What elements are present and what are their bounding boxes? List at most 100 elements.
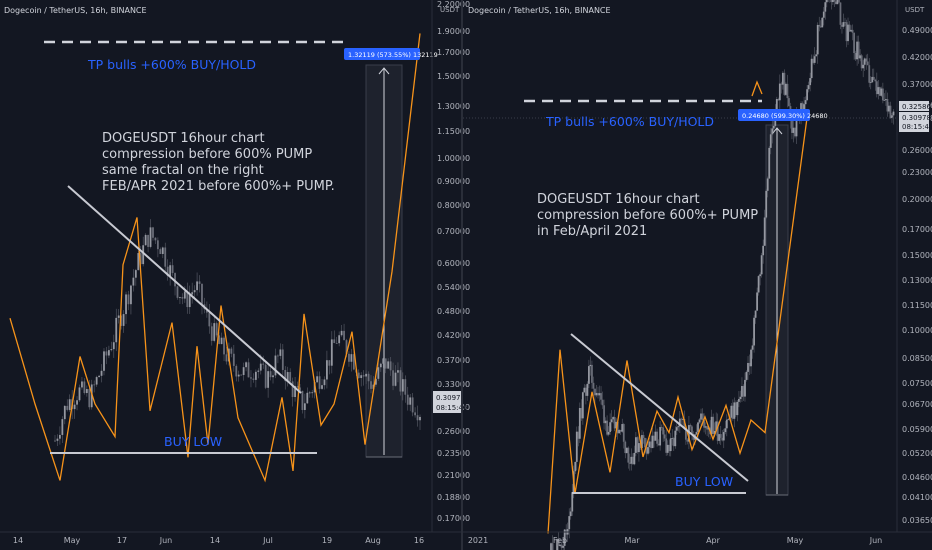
candle-body (56, 438, 59, 441)
candle-body (392, 370, 394, 386)
candle-body (786, 83, 789, 99)
price-tick-label: 0.37000 (437, 356, 470, 365)
candle-body (730, 405, 733, 418)
candle-body (186, 291, 189, 308)
candle-body (836, 0, 839, 5)
left-header: Dogecoin / TetherUS, 16h, BINANCE (4, 6, 147, 15)
candle-body (615, 421, 618, 429)
candle-body (750, 349, 752, 367)
candle-body (865, 58, 868, 62)
candle-body (719, 434, 722, 438)
candle-body (583, 387, 586, 393)
candle-body (883, 99, 886, 101)
candle-body (301, 390, 304, 410)
candle-body (727, 419, 730, 421)
candle-body (375, 378, 377, 385)
candle-body (860, 55, 863, 69)
candle-body (604, 420, 607, 424)
time-tick-label: 17 (117, 536, 127, 545)
candle-body (734, 402, 737, 416)
candle-body (93, 384, 96, 386)
right-trendline (570, 333, 749, 482)
candle-body (63, 405, 66, 420)
candle-body (795, 113, 798, 137)
candle-body (754, 310, 757, 318)
candle-body (835, 1, 837, 5)
price-tick-label: 0.05900 (902, 425, 932, 434)
candle-body (262, 363, 265, 365)
left-fractal-line (9, 33, 421, 483)
candle-body (245, 362, 247, 368)
candle-body (152, 227, 154, 238)
left-price-axis: 2.20000 1.90000 1.70000 1.50000 1.30000 1.150… (437, 0, 470, 523)
price-tick-label: 0.60000 (437, 259, 470, 268)
time-tick-label: 16 (414, 536, 424, 545)
candle-body (744, 379, 746, 397)
candle-body (609, 422, 612, 432)
candle-body (103, 351, 105, 371)
price-tick-label: 0.06700 (902, 400, 932, 409)
candle-body (362, 375, 365, 377)
candle-body (419, 416, 421, 421)
candle-body (712, 416, 715, 434)
candle-body (330, 339, 333, 366)
candle-body (781, 72, 784, 85)
candle-body (85, 389, 88, 394)
price-tick-label: 0.13000 (902, 276, 932, 285)
candle-body (731, 405, 734, 419)
candle-body (733, 402, 736, 419)
candle-body (311, 392, 314, 394)
candle-body (142, 245, 145, 265)
right-time-axis: 2021 Feb Mar Apr May Jun (468, 536, 882, 545)
candle-body (326, 360, 328, 380)
price-tick-label: 0.42000 (902, 53, 932, 62)
candle-body (551, 543, 554, 550)
candle-body (215, 323, 218, 336)
candle-body (695, 431, 698, 435)
candle-body (845, 22, 848, 42)
price-tick-label: 0.21000 (437, 471, 470, 480)
candle-body (586, 383, 589, 396)
time-tick-label: Mar (624, 536, 640, 545)
candle-body (338, 335, 341, 344)
candle-body (281, 349, 284, 370)
right-price-tag-value: 0.30978 (902, 114, 931, 122)
candle-body (631, 456, 634, 465)
candle-body (569, 511, 572, 517)
right-measure-label: 0.24680 (599.30%) 24680 (742, 112, 828, 120)
candle-body (308, 392, 311, 394)
price-tick-label: 1.30000 (437, 102, 470, 111)
price-tick-label: 1.90000 (437, 27, 470, 36)
candle-body (181, 297, 184, 299)
candle-body (223, 337, 225, 355)
candle-body (815, 54, 818, 57)
candle-body (857, 41, 860, 59)
candle-body (777, 99, 780, 101)
candle-body (581, 392, 584, 419)
candle-body (651, 435, 654, 449)
candle-body (689, 425, 692, 427)
candle-body (571, 492, 574, 512)
candle-body (164, 247, 167, 267)
candle-body (619, 430, 622, 432)
candle-body (818, 24, 821, 27)
candle-body (382, 358, 385, 364)
candle-body (580, 408, 583, 419)
candle-body (169, 265, 172, 277)
candle-body (409, 397, 412, 405)
candle-body (810, 58, 813, 79)
candle-body (760, 255, 763, 275)
candle-body (149, 227, 152, 247)
candle-body (591, 364, 593, 383)
candle-body (634, 437, 637, 453)
time-tick-label: 19 (322, 536, 332, 545)
candle-body (416, 415, 419, 421)
candle-body (672, 438, 675, 447)
right-fractal-arrowhead (751, 80, 763, 97)
candle-body (675, 427, 678, 431)
candle-body (345, 340, 348, 354)
candle-body (577, 431, 580, 439)
candle-body (666, 444, 669, 453)
candle-body (757, 276, 760, 293)
